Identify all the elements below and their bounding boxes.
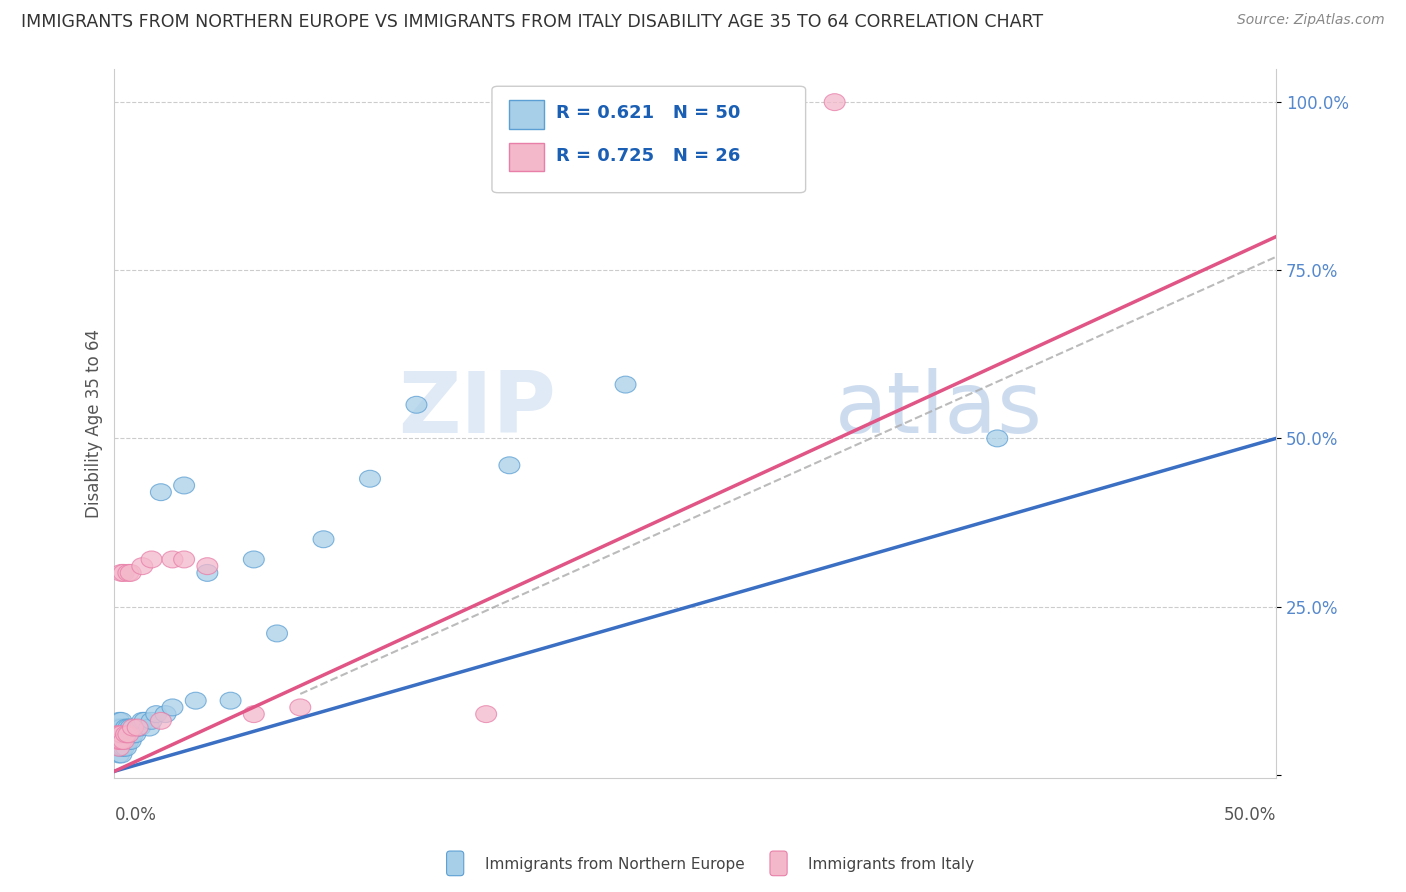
- Ellipse shape: [111, 739, 132, 756]
- Text: Source: ZipAtlas.com: Source: ZipAtlas.com: [1237, 13, 1385, 28]
- Ellipse shape: [121, 732, 141, 749]
- Ellipse shape: [118, 732, 139, 749]
- Text: atlas: atlas: [835, 368, 1043, 450]
- Y-axis label: Disability Age 35 to 64: Disability Age 35 to 64: [86, 329, 103, 517]
- Ellipse shape: [162, 551, 183, 568]
- Ellipse shape: [111, 746, 132, 763]
- Ellipse shape: [115, 726, 136, 743]
- Ellipse shape: [267, 625, 287, 642]
- Ellipse shape: [111, 726, 132, 743]
- FancyBboxPatch shape: [509, 143, 544, 171]
- Ellipse shape: [122, 726, 143, 743]
- Ellipse shape: [114, 732, 134, 749]
- Ellipse shape: [107, 726, 127, 743]
- Ellipse shape: [107, 739, 127, 756]
- Ellipse shape: [114, 726, 134, 743]
- Text: R = 0.621   N = 50: R = 0.621 N = 50: [555, 104, 740, 122]
- Ellipse shape: [121, 565, 141, 582]
- Ellipse shape: [243, 551, 264, 568]
- Ellipse shape: [146, 706, 167, 723]
- Ellipse shape: [108, 732, 129, 749]
- Ellipse shape: [290, 699, 311, 716]
- Ellipse shape: [114, 732, 134, 749]
- Ellipse shape: [121, 719, 141, 736]
- Ellipse shape: [118, 726, 139, 743]
- Ellipse shape: [127, 719, 148, 736]
- FancyBboxPatch shape: [492, 87, 806, 193]
- Ellipse shape: [108, 739, 129, 756]
- Ellipse shape: [111, 713, 132, 730]
- Ellipse shape: [824, 94, 845, 111]
- Ellipse shape: [107, 719, 127, 736]
- Ellipse shape: [129, 719, 150, 736]
- Ellipse shape: [360, 470, 381, 487]
- Ellipse shape: [186, 692, 207, 709]
- Text: Immigrants from Italy: Immigrants from Italy: [808, 857, 974, 872]
- Ellipse shape: [108, 726, 129, 743]
- Ellipse shape: [114, 739, 134, 756]
- Text: ZIP: ZIP: [398, 368, 555, 450]
- Ellipse shape: [108, 739, 129, 756]
- Ellipse shape: [499, 457, 520, 474]
- Ellipse shape: [107, 732, 127, 749]
- Ellipse shape: [155, 706, 176, 723]
- Ellipse shape: [174, 477, 194, 494]
- Ellipse shape: [174, 551, 194, 568]
- Ellipse shape: [127, 719, 148, 736]
- Ellipse shape: [108, 719, 129, 736]
- Ellipse shape: [614, 376, 636, 393]
- Ellipse shape: [134, 713, 155, 730]
- Ellipse shape: [115, 732, 136, 749]
- Text: 50.0%: 50.0%: [1223, 806, 1277, 824]
- Ellipse shape: [107, 726, 127, 743]
- FancyBboxPatch shape: [509, 101, 544, 128]
- Text: IMMIGRANTS FROM NORTHERN EUROPE VS IMMIGRANTS FROM ITALY DISABILITY AGE 35 TO 64: IMMIGRANTS FROM NORTHERN EUROPE VS IMMIG…: [21, 13, 1043, 31]
- Ellipse shape: [150, 483, 172, 500]
- Ellipse shape: [118, 719, 139, 736]
- Ellipse shape: [243, 706, 264, 723]
- Ellipse shape: [111, 565, 132, 582]
- Ellipse shape: [118, 565, 139, 582]
- Ellipse shape: [406, 396, 427, 413]
- Text: R = 0.725   N = 26: R = 0.725 N = 26: [555, 147, 740, 165]
- Ellipse shape: [314, 531, 335, 548]
- Ellipse shape: [107, 732, 127, 749]
- Ellipse shape: [141, 713, 162, 730]
- Ellipse shape: [122, 719, 143, 736]
- Ellipse shape: [111, 732, 132, 749]
- Text: Immigrants from Northern Europe: Immigrants from Northern Europe: [485, 857, 745, 872]
- Ellipse shape: [108, 713, 129, 730]
- Ellipse shape: [141, 551, 162, 568]
- Ellipse shape: [139, 719, 160, 736]
- Ellipse shape: [111, 726, 132, 743]
- Ellipse shape: [111, 719, 132, 736]
- Ellipse shape: [108, 746, 129, 763]
- Ellipse shape: [115, 719, 136, 736]
- Ellipse shape: [115, 739, 136, 756]
- Ellipse shape: [111, 732, 132, 749]
- Text: 0.0%: 0.0%: [114, 806, 156, 824]
- Ellipse shape: [475, 706, 496, 723]
- Ellipse shape: [114, 565, 134, 582]
- Ellipse shape: [162, 699, 183, 716]
- Ellipse shape: [132, 558, 153, 574]
- Ellipse shape: [150, 713, 172, 730]
- Ellipse shape: [125, 726, 146, 743]
- Ellipse shape: [108, 732, 129, 749]
- Ellipse shape: [108, 726, 129, 743]
- Ellipse shape: [197, 565, 218, 582]
- Ellipse shape: [987, 430, 1008, 447]
- Ellipse shape: [197, 558, 218, 574]
- Ellipse shape: [221, 692, 240, 709]
- Ellipse shape: [132, 713, 153, 730]
